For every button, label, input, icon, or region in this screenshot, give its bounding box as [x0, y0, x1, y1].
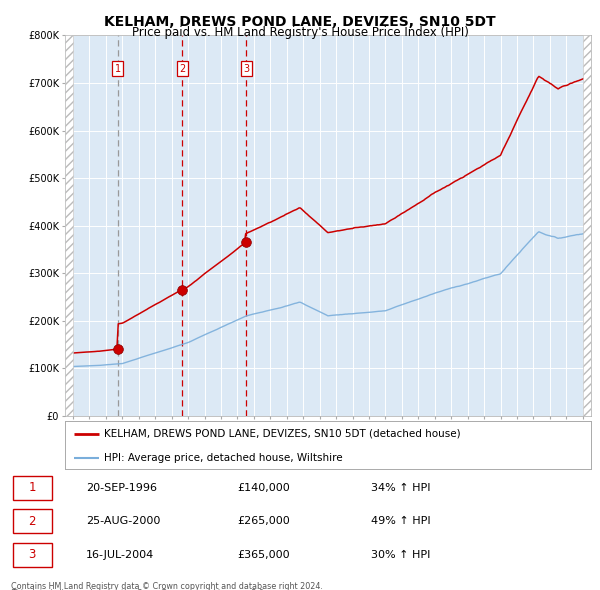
- Text: 1: 1: [115, 64, 121, 74]
- Text: 30% ↑ HPI: 30% ↑ HPI: [371, 550, 430, 560]
- Text: Price paid vs. HM Land Registry's House Price Index (HPI): Price paid vs. HM Land Registry's House …: [131, 26, 469, 39]
- Text: This data is licensed under the Open Government Licence v3.0.: This data is licensed under the Open Gov…: [11, 589, 266, 590]
- FancyBboxPatch shape: [13, 509, 52, 533]
- Bar: [65, 35, 73, 416]
- Text: KELHAM, DREWS POND LANE, DEVIZES, SN10 5DT: KELHAM, DREWS POND LANE, DEVIZES, SN10 5…: [104, 15, 496, 30]
- FancyBboxPatch shape: [13, 543, 52, 566]
- Text: 20-SEP-1996: 20-SEP-1996: [86, 483, 157, 493]
- Text: 3: 3: [243, 64, 250, 74]
- Text: 34% ↑ HPI: 34% ↑ HPI: [371, 483, 430, 493]
- Text: 25-AUG-2000: 25-AUG-2000: [86, 516, 161, 526]
- Bar: [583, 35, 593, 416]
- Text: HPI: Average price, detached house, Wiltshire: HPI: Average price, detached house, Wilt…: [104, 453, 343, 463]
- Text: 49% ↑ HPI: 49% ↑ HPI: [371, 516, 431, 526]
- Text: 2: 2: [179, 64, 185, 74]
- Text: £365,000: £365,000: [238, 550, 290, 560]
- Text: KELHAM, DREWS POND LANE, DEVIZES, SN10 5DT (detached house): KELHAM, DREWS POND LANE, DEVIZES, SN10 5…: [104, 429, 461, 439]
- Text: 3: 3: [29, 548, 36, 561]
- FancyBboxPatch shape: [13, 476, 52, 500]
- Text: 16-JUL-2004: 16-JUL-2004: [86, 550, 155, 560]
- Text: 2: 2: [29, 514, 36, 527]
- Text: 1: 1: [29, 481, 36, 494]
- Text: Contains HM Land Registry data © Crown copyright and database right 2024.: Contains HM Land Registry data © Crown c…: [11, 582, 323, 590]
- Text: £140,000: £140,000: [238, 483, 290, 493]
- Text: £265,000: £265,000: [238, 516, 290, 526]
